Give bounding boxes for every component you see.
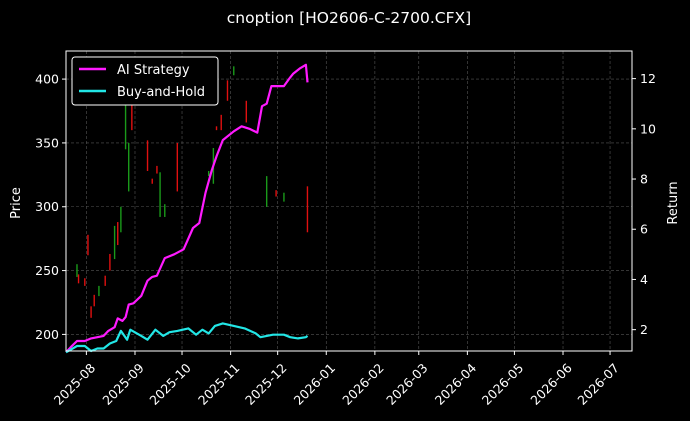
price-candle — [124, 81, 127, 150]
series-line-ai-strategy — [65, 63, 309, 354]
legend-box — [71, 56, 219, 106]
price-candle — [207, 171, 210, 177]
price-candle — [283, 192, 285, 202]
y2-tick-label: 8 — [640, 172, 648, 187]
price-candle — [113, 225, 116, 260]
right-axis: 2 4 6 8 10 12 — [632, 71, 656, 337]
price-candle — [98, 285, 100, 297]
price-candle — [93, 294, 95, 307]
y2-tick-label: 4 — [640, 272, 648, 287]
y-tick-label: 350 — [35, 135, 59, 150]
price-candle — [120, 206, 122, 233]
price-candle — [306, 186, 309, 233]
legend-label-ai-strategy: AI Strategy — [117, 63, 190, 78]
y-tick-label: 200 — [35, 327, 59, 342]
price-candle — [131, 91, 133, 131]
price-candle — [226, 80, 229, 101]
price-candle — [275, 190, 277, 197]
price-candles — [76, 66, 309, 318]
price-candle — [128, 142, 130, 192]
price-candle — [84, 278, 86, 286]
price-candle — [156, 165, 158, 174]
chart-title: cnoption [HO2606-C-2700.CFX] — [227, 9, 471, 27]
plot-frame — [65, 50, 633, 352]
y2-tick-label: 6 — [640, 222, 648, 237]
price-candle — [109, 253, 111, 271]
legend-label-buy-and-hold: Buy-and-Hold — [117, 85, 205, 100]
price-candle — [159, 172, 161, 217]
price-candle — [117, 222, 119, 246]
y-tick-label: 300 — [35, 199, 59, 214]
y2-axis-label: Return — [666, 181, 681, 224]
y-tick-label: 250 — [35, 263, 59, 278]
price-candle — [245, 100, 248, 123]
y2-tick-label: 12 — [640, 71, 656, 86]
price-candle — [87, 234, 89, 256]
price-candle — [104, 275, 106, 286]
price-candle — [77, 274, 80, 284]
price-candle — [151, 178, 153, 184]
price-candle — [76, 264, 78, 277]
price-candle — [215, 126, 218, 131]
return-lines — [65, 63, 309, 354]
y2-tick-label: 10 — [640, 121, 656, 136]
series-line-buy-and-hold — [65, 322, 309, 354]
price-candle — [265, 176, 268, 207]
price-candle — [90, 306, 92, 318]
y-tick-label: 400 — [35, 72, 59, 87]
price-candle — [220, 114, 222, 131]
price-candle — [164, 204, 166, 217]
y-axis-label: Price — [9, 187, 24, 219]
price-candle — [176, 142, 179, 192]
left-axis: 200 250 300 350 400 — [35, 72, 66, 342]
price-candle — [233, 66, 235, 76]
price-candle — [146, 140, 149, 171]
legend: AI Strategy Buy-and-Hold — [71, 56, 219, 106]
y2-tick-label: 2 — [640, 322, 648, 337]
